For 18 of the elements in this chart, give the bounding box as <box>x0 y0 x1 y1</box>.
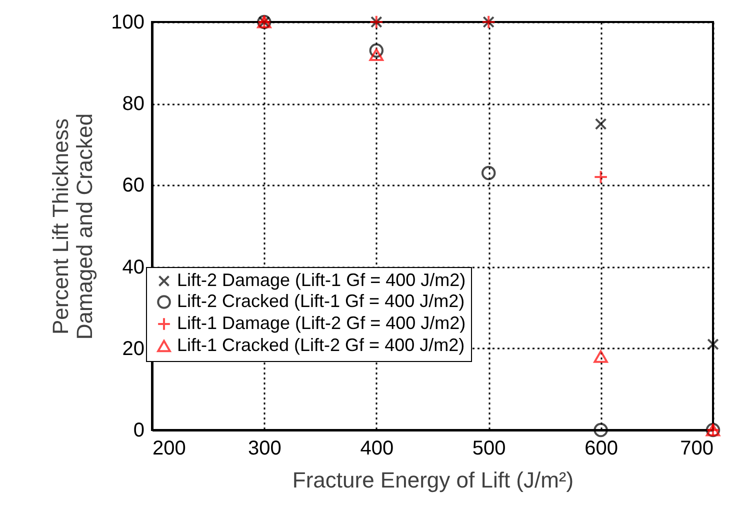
y-tick-label: 20 <box>122 338 144 360</box>
x-axis-title: Fracture Energy of Lift (J/m²) <box>292 468 574 492</box>
legend-label: Lift-2 Damage (Lift-1 Gf = 400 J/m2) <box>177 270 466 290</box>
y-tick-label: 60 <box>122 174 144 197</box>
legend-label: Lift-1 Cracked (Lift-2 Gf = 400 J/m2) <box>177 335 465 355</box>
x-tick-label: 400 <box>360 438 394 460</box>
legend-label: Lift-1 Damage (Lift-2 Gf = 400 J/m2) <box>177 313 466 333</box>
x-tick-label: 700 <box>680 438 714 460</box>
y-tick-label: 100 <box>111 12 144 34</box>
x-tick-label: 500 <box>472 438 506 460</box>
x-tick-label: 300 <box>248 438 282 460</box>
x-tick-label: 600 <box>584 438 618 460</box>
y-tick-label: 0 <box>133 420 144 442</box>
legend-label: Lift-2 Cracked (Lift-1 Gf = 400 J/m2) <box>177 291 465 311</box>
y-axis-title: Percent Lift Thickness Damaged and Cracked <box>48 113 98 340</box>
y-tick-label: 40 <box>122 256 144 278</box>
x-tick-label: 200 <box>152 438 186 460</box>
y-tick-label: 80 <box>122 93 144 116</box>
